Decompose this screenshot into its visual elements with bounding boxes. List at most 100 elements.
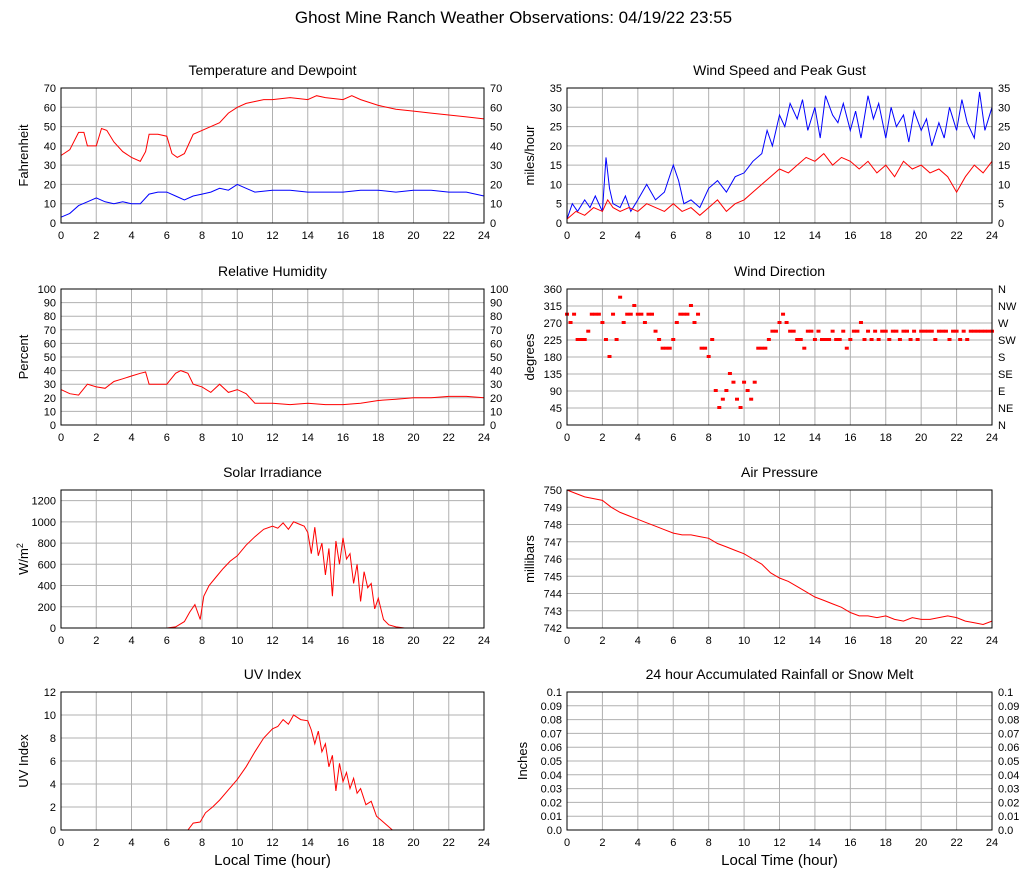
uv-y-tick-label: 10 — [44, 710, 56, 722]
uv-y-tick-label: 6 — [50, 756, 56, 768]
wdir-point — [589, 312, 594, 316]
temp-x-tick-label: 24 — [478, 230, 490, 242]
temp-series-red-line — [60, 95, 485, 162]
solar-x-tick-label: 16 — [337, 635, 349, 647]
pressure-y-tick-label: 746 — [544, 554, 562, 566]
wind-x-tick-label: 12 — [773, 230, 785, 242]
wdir-point — [766, 338, 771, 341]
wdir-point — [614, 338, 619, 341]
wdir-right-tick-label: W — [998, 318, 1009, 330]
uv-x-tick-label: 12 — [266, 837, 278, 849]
wdir-point — [929, 329, 934, 333]
wdir-point — [841, 329, 846, 333]
wdir-point — [653, 329, 658, 333]
temp-right-tick-label: 40 — [490, 141, 502, 153]
rh-x-tick-label: 8 — [199, 432, 205, 444]
rh-y-tick-label: 0 — [50, 420, 56, 432]
wdir-point — [876, 338, 881, 341]
wind-x-tick-label: 2 — [599, 230, 605, 242]
wind-right-tick-label: 5 — [998, 199, 1004, 211]
wdir-point — [773, 329, 778, 333]
wdir-x-tick-label: 12 — [773, 432, 785, 444]
temp-right-tick-label: 60 — [490, 102, 502, 114]
wind-y-tick-label: 30 — [550, 102, 562, 114]
wdir-point — [979, 329, 984, 333]
wdir-x-tick-label: 10 — [738, 432, 750, 444]
wdir-point — [890, 329, 895, 333]
rh-right-tick-label: 50 — [490, 352, 502, 364]
wind-chart: 0 2 4 6 8 10 12 14 16 18 20 22 240510152025303505101… — [522, 62, 1010, 242]
solar-x-tick-label: 20 — [407, 635, 419, 647]
wdir-point — [802, 346, 807, 350]
wdir-point — [855, 329, 860, 333]
wdir-point — [912, 329, 917, 333]
wdir-right-tick-label: SW — [998, 335, 1016, 347]
temp-x-tick-label: 20 — [407, 230, 419, 242]
temp-x-tick-label: 16 — [337, 230, 349, 242]
solar-plot-frame — [60, 489, 485, 629]
wind-series-blue-line — [566, 91, 993, 220]
rh-plot-frame — [60, 288, 485, 426]
rain-y-tick-label: 0.01 — [541, 811, 562, 823]
wdir-y-tick-label: 360 — [544, 284, 562, 296]
rain-x-tick-label: 6 — [670, 837, 676, 849]
wdir-y-tick-label: 45 — [550, 403, 562, 415]
wdir-point — [749, 397, 754, 401]
wdir-point — [851, 329, 856, 333]
wdir-point — [812, 338, 817, 341]
uv-y-axis-label: UV Index — [16, 734, 31, 788]
rain-y-tick-label: 0.1 — [547, 687, 562, 699]
wind-y-axis-label: miles/hour — [522, 125, 537, 186]
wdir-right-tick-label: SE — [998, 369, 1013, 381]
wdir-point — [827, 338, 832, 341]
uv-x-tick-label: 0 — [58, 837, 64, 849]
solar-x-tick-label: 2 — [93, 635, 99, 647]
wdir-point — [632, 304, 637, 307]
rain-right-tick-label: 0.0 — [998, 825, 1013, 837]
rh-x-tick-label: 18 — [372, 432, 384, 444]
wdir-point — [791, 329, 796, 333]
temp-plot-frame — [60, 87, 485, 224]
wdir-point — [603, 338, 608, 341]
wdir-point — [745, 389, 750, 392]
uv-x-tick-label: 18 — [372, 837, 384, 849]
wdir-x-tick-label: 4 — [635, 432, 641, 444]
pressure-x-tick-label: 24 — [986, 635, 998, 647]
wdir-point — [646, 312, 651, 316]
uv-x-tick-label: 4 — [128, 837, 134, 849]
wdir-point — [933, 338, 938, 341]
rain-y-tick-label: 0.07 — [541, 728, 562, 740]
rh-y-tick-label: 20 — [44, 393, 56, 405]
rh-right-tick-label: 20 — [490, 393, 502, 405]
solar-y-axis-label-superscript: 2 — [15, 543, 25, 548]
wind-y-tick-label: 10 — [550, 179, 562, 191]
wdir-point — [830, 329, 835, 333]
wdir-point — [611, 312, 616, 316]
wdir-point — [883, 329, 888, 333]
rain-right-tick-label: 0.06 — [998, 742, 1019, 754]
wdir-point — [798, 338, 803, 341]
pressure-x-tick-label: 8 — [706, 635, 712, 647]
wdir-point — [717, 406, 722, 409]
wdir-x-tick-label: 16 — [844, 432, 856, 444]
wdir-x-tick-label: 14 — [809, 432, 821, 444]
wdir-point — [660, 346, 665, 350]
wdir-point — [869, 338, 874, 341]
solar-x-tick-label: 4 — [128, 635, 134, 647]
temp-x-tick-label: 6 — [164, 230, 170, 242]
rh-x-tick-label: 12 — [266, 432, 278, 444]
rh-y-tick-label: 70 — [44, 325, 56, 337]
solar-x-tick-label: 8 — [199, 635, 205, 647]
pressure-y-tick-label: 748 — [544, 520, 562, 532]
rh-x-tick-label: 22 — [443, 432, 455, 444]
temp-x-tick-label: 2 — [93, 230, 99, 242]
wdir-point — [823, 338, 828, 341]
wdir-point — [738, 406, 743, 409]
pressure-x-tick-label: 16 — [844, 635, 856, 647]
wdir-point — [621, 321, 626, 324]
solar-x-tick-label: 22 — [443, 635, 455, 647]
wdir-point — [692, 321, 697, 324]
wdir-point — [727, 372, 732, 375]
uv-x-tick-label: 24 — [478, 837, 490, 849]
wind-x-tick-label: 6 — [670, 230, 676, 242]
